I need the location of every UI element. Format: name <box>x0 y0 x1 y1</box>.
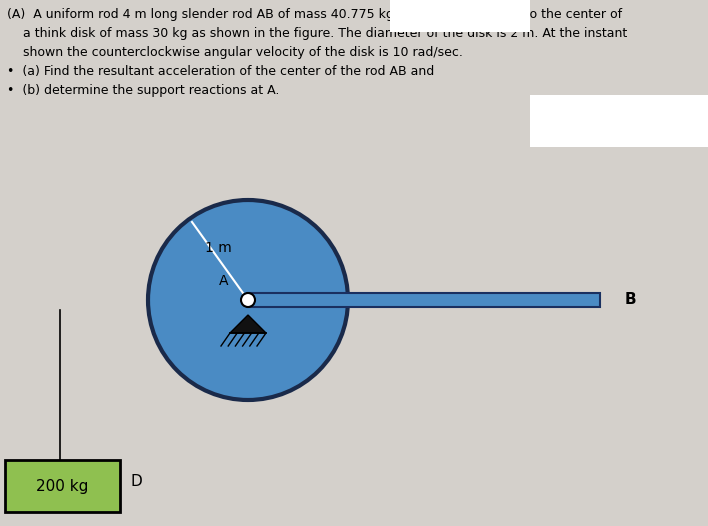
FancyBboxPatch shape <box>5 460 120 512</box>
Polygon shape <box>230 315 266 333</box>
FancyBboxPatch shape <box>248 293 600 307</box>
Text: •  (b) determine the support reactions at A.: • (b) determine the support reactions at… <box>7 84 280 97</box>
Text: 200 kg: 200 kg <box>36 479 88 493</box>
Text: (A)  A uniform rod 4 m long slender rod AB of mass 40.775 kg is rigidly connecte: (A) A uniform rod 4 m long slender rod A… <box>7 8 622 21</box>
Text: D: D <box>130 474 142 490</box>
Text: 1 m: 1 m <box>205 241 232 255</box>
Text: •  (a) Find the resultant acceleration of the center of the rod AB and: • (a) Find the resultant acceleration of… <box>7 65 434 78</box>
Text: B: B <box>625 292 636 308</box>
Text: a think disk of mass 30 kg as shown in the figure. The diameter of the disk is 2: a think disk of mass 30 kg as shown in t… <box>7 27 627 40</box>
Circle shape <box>148 200 348 400</box>
Text: shown the counterclockwise angular velocity of the disk is 10 rad/sec.: shown the counterclockwise angular veloc… <box>7 46 463 59</box>
Circle shape <box>241 293 255 307</box>
Text: A: A <box>219 274 228 288</box>
FancyBboxPatch shape <box>530 95 708 147</box>
FancyBboxPatch shape <box>390 0 530 32</box>
